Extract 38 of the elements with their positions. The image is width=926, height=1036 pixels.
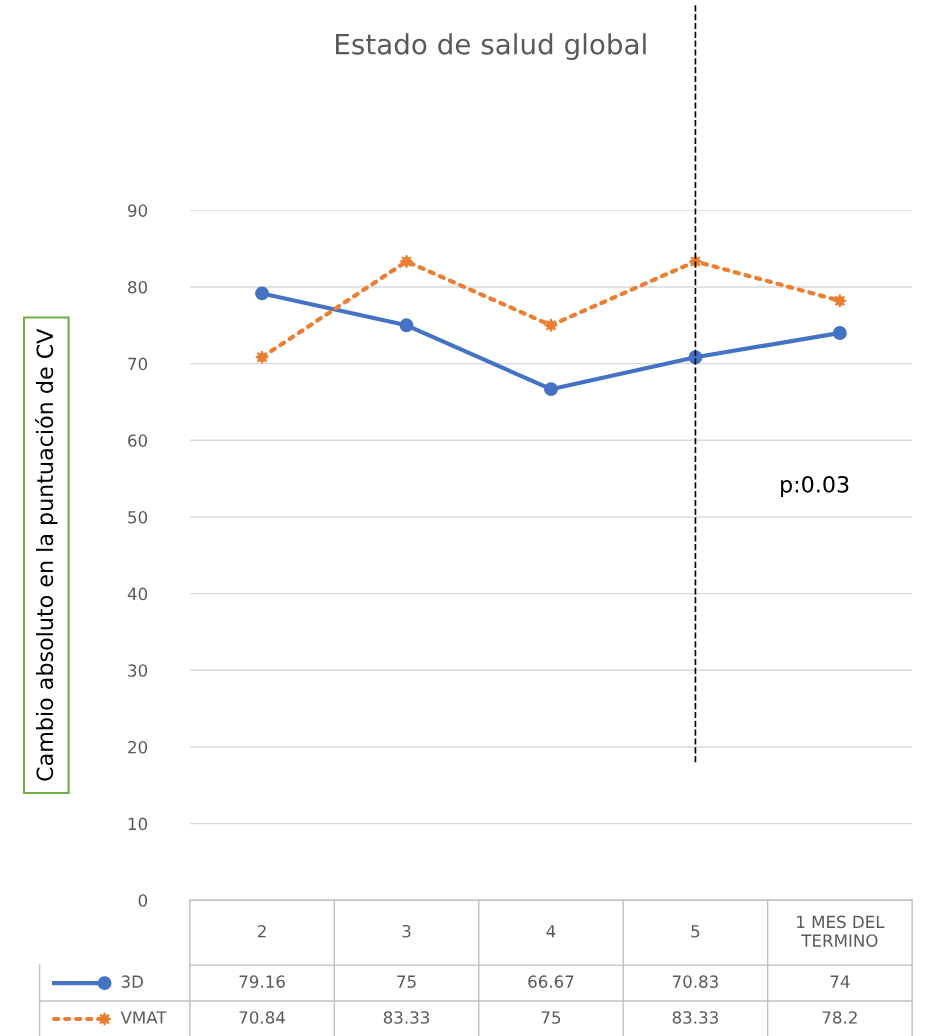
y-tick-label: 10 — [128, 817, 148, 831]
x-tick-label: 5 — [691, 925, 700, 938]
data-label: 70.84 — [239, 1011, 285, 1024]
y-tick-label: 80 — [128, 280, 148, 294]
data-label: 70.83 — [672, 975, 718, 988]
legend-label: VMAT — [120, 1011, 167, 1024]
point — [832, 293, 847, 308]
x-tick-label: 2 — [257, 924, 266, 938]
y-tick-label: 90 — [128, 204, 148, 217]
y-tick-label: 70 — [128, 357, 148, 371]
point — [255, 350, 270, 365]
y-tick-label: 50 — [128, 510, 148, 524]
data-label: 75 — [541, 1011, 561, 1024]
x-tick-label: 3 — [402, 924, 411, 938]
y-tick-label: 30 — [128, 664, 148, 677]
point — [544, 382, 558, 397]
chart-title: Estado de salud global — [336, 33, 646, 61]
data-label: 78.2 — [822, 1011, 857, 1024]
data-label: 83.33 — [672, 1011, 718, 1024]
data-label: 66.67 — [528, 975, 574, 988]
y-tick-label: 20 — [128, 740, 148, 754]
point — [255, 286, 270, 301]
point — [399, 318, 414, 333]
x-tick-label: 1 MES DEL TERMINO — [797, 915, 885, 947]
y-tick-label: 40 — [127, 587, 148, 601]
point — [832, 326, 847, 340]
x-tick-label: 4 — [546, 925, 556, 938]
point — [399, 254, 414, 269]
annotation: p:0.03 — [781, 475, 849, 498]
data-label: 75 — [397, 975, 416, 988]
y-tick-label: 0 — [138, 894, 148, 907]
legend-label: 3D — [121, 975, 143, 988]
y-tick-label: 60 — [128, 434, 148, 447]
data-label: 83.33 — [383, 1011, 430, 1024]
y-axis-title: Cambio absoluto en la puntuación de CV — [35, 328, 58, 781]
data-label: 79.16 — [239, 975, 285, 988]
data-label: 74 — [830, 975, 850, 988]
point — [544, 318, 558, 333]
